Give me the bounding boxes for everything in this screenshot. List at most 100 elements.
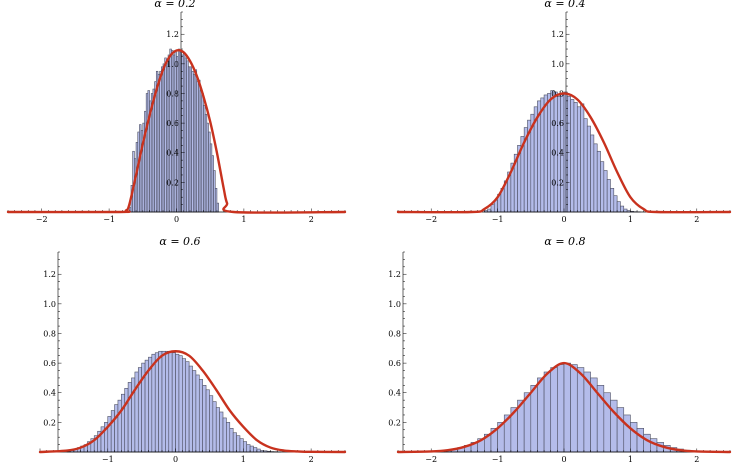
chart-title: α = 0.4 bbox=[544, 0, 585, 10]
y-tick-label: 0.8 bbox=[166, 89, 179, 98]
histogram-bar bbox=[215, 407, 220, 453]
y-tick-label: 1.2 bbox=[551, 30, 564, 39]
histogram-bar bbox=[616, 407, 625, 453]
histogram-bar bbox=[567, 96, 571, 213]
histogram-bar bbox=[563, 91, 568, 213]
histogram-bar bbox=[643, 433, 651, 453]
histogram-bar bbox=[610, 188, 615, 213]
x-tick-label: −2 bbox=[425, 215, 437, 224]
y-tick-label: 0.6 bbox=[166, 119, 179, 128]
y-tick-label: 1.0 bbox=[43, 300, 56, 309]
histogram-bar bbox=[636, 427, 644, 453]
histogram-bar bbox=[623, 208, 628, 213]
histogram-bar bbox=[171, 352, 176, 453]
x-tick-label: 2 bbox=[309, 215, 314, 224]
x-tick-label: 1 bbox=[628, 215, 633, 224]
histogram-bar bbox=[236, 435, 241, 453]
x-tick-label: 0 bbox=[174, 215, 179, 224]
chart-panel-2: α = 0.4−2 −1 0 1 20.20.40.60.81.01.2 bbox=[396, 0, 732, 224]
y-tick-label: 1.2 bbox=[388, 270, 401, 279]
histogram-bar bbox=[563, 362, 571, 453]
x-tick-label: 0 bbox=[561, 455, 566, 462]
histogram-bar bbox=[110, 410, 115, 453]
histogram-bar bbox=[547, 93, 552, 213]
histogram-bar bbox=[188, 365, 193, 453]
y-tick-label: 1.0 bbox=[166, 60, 179, 69]
histogram-bar bbox=[121, 393, 126, 453]
histogram-bar bbox=[216, 202, 219, 213]
histogram-bar bbox=[543, 94, 548, 213]
y-tick-label: 1.2 bbox=[166, 30, 179, 39]
histogram-bar bbox=[161, 350, 166, 453]
histogram-bar bbox=[573, 102, 578, 213]
histogram-bar bbox=[175, 353, 180, 453]
histogram-bar bbox=[198, 379, 203, 453]
chart-title: α = 0.6 bbox=[159, 235, 200, 248]
histogram-bar bbox=[630, 422, 638, 453]
x-tick-label: −2 bbox=[36, 215, 48, 224]
histogram-bar bbox=[185, 361, 190, 453]
y-tick-label: 1.0 bbox=[551, 60, 564, 69]
histogram-bar bbox=[219, 411, 224, 453]
histogram-bar bbox=[576, 106, 581, 213]
histogram-bar bbox=[202, 385, 207, 453]
histogram-bar bbox=[182, 358, 187, 453]
x-tick-label: 2 bbox=[694, 455, 699, 462]
histogram-bar bbox=[603, 170, 608, 213]
histogram-bar bbox=[117, 399, 122, 453]
histogram-bar bbox=[583, 118, 588, 213]
x-tick-label: 0 bbox=[561, 215, 566, 224]
histogram-bar bbox=[253, 447, 258, 453]
histogram-bar bbox=[593, 143, 598, 213]
x-tick-label: −1 bbox=[492, 215, 504, 224]
histogram-bar bbox=[576, 367, 585, 453]
histogram-bar bbox=[239, 438, 244, 453]
y-tick-label: 1.2 bbox=[43, 270, 56, 279]
histogram-bar bbox=[620, 205, 625, 213]
chart-panel-3: α = 0.6 −1 0 1 2 0.2 0.4 0.6 0.8 1.0 1.2 bbox=[38, 235, 347, 462]
histogram-bar bbox=[154, 352, 159, 453]
histogram-bar bbox=[243, 441, 248, 453]
histogram-bar bbox=[205, 389, 210, 453]
y-tick-label: 0.8 bbox=[388, 329, 401, 338]
histogram-bar bbox=[127, 382, 132, 453]
density-curve bbox=[396, 92, 732, 214]
x-tick-label: 0 bbox=[173, 455, 178, 462]
x-tick-label: 1 bbox=[241, 215, 246, 224]
x-tick-label: −1 bbox=[102, 455, 114, 462]
x-tick-label: −1 bbox=[492, 455, 504, 462]
x-tick-label: 1 bbox=[628, 455, 633, 462]
y-tick-label: 0.2 bbox=[166, 178, 179, 187]
histogram-bar bbox=[229, 427, 234, 453]
histogram-bar bbox=[596, 150, 601, 213]
y-tick-label: 0.4 bbox=[43, 389, 56, 398]
chart-title: α = 0.8 bbox=[544, 235, 585, 248]
x-tick-label: 1 bbox=[241, 455, 246, 462]
histogram-bar bbox=[114, 404, 119, 453]
histogram-bar bbox=[613, 195, 618, 213]
histogram-bar bbox=[623, 414, 631, 453]
histogram-bar bbox=[256, 448, 261, 453]
histogram-bar bbox=[543, 371, 552, 453]
histogram-bar bbox=[246, 444, 251, 453]
chart-panel-1: α = 0.2 −2 −1 0 1 2 0.2 0.4 0.6 0.8 1.0 1.2 bbox=[6, 0, 347, 224]
histogram-bar bbox=[168, 350, 173, 453]
histogram-bar bbox=[209, 395, 214, 453]
x-tick-label: −2 bbox=[425, 455, 437, 462]
x-tick-label: 2 bbox=[694, 215, 699, 224]
histogram-bar bbox=[249, 445, 254, 453]
histogram-bar bbox=[165, 350, 170, 453]
density-curve bbox=[396, 361, 732, 454]
histogram-bar bbox=[530, 385, 538, 453]
chart-title: α = 0.2 bbox=[154, 0, 195, 10]
y-tick-label: 1.0 bbox=[388, 300, 401, 309]
histogram-bar bbox=[107, 416, 112, 453]
histogram-bar bbox=[178, 355, 183, 453]
histogram-bar bbox=[222, 417, 227, 453]
histogram-bar bbox=[600, 161, 605, 213]
histogram-bar bbox=[557, 364, 565, 453]
y-tick-label: 0.4 bbox=[551, 149, 564, 158]
histogram-bar bbox=[487, 208, 492, 213]
histogram-bar bbox=[606, 179, 611, 213]
y-tick-label: 0.2 bbox=[43, 418, 56, 427]
